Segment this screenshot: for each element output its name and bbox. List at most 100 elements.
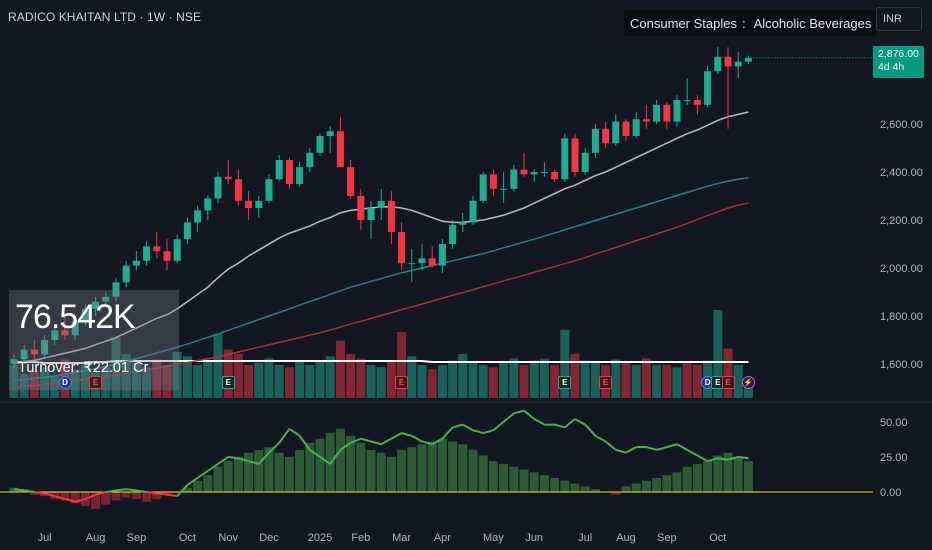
oscillator-line-segment [513, 409, 525, 415]
volume-bar [335, 340, 345, 398]
oscillator-bar [652, 477, 662, 492]
price-axis-label: 1,800.00 [880, 311, 923, 323]
oscillator-line-segment [492, 421, 505, 432]
candle-body [357, 196, 365, 220]
oscillator-bar [703, 461, 713, 492]
last-price-value: 2,876.00 [878, 48, 919, 60]
candle-body [265, 179, 273, 201]
volume-bar [509, 358, 519, 398]
candle-body [510, 169, 518, 189]
candle-body [173, 239, 181, 261]
earnings-marker[interactable]: E [599, 376, 613, 389]
candle-body [530, 172, 538, 175]
earnings-marker[interactable]: E [721, 376, 735, 389]
oscillator-line-segment [207, 463, 219, 472]
volume-bar [172, 351, 182, 398]
volume-bar [682, 361, 692, 398]
candle-body [418, 258, 426, 264]
volume-bar [397, 332, 407, 398]
oscillator-bar [743, 461, 753, 492]
volume-bar [244, 365, 254, 398]
volume-bar [40, 367, 50, 398]
oscillator-line-segment [44, 492, 56, 498]
price-axis-label: 2,600.00 [880, 119, 923, 131]
currency-button[interactable]: INR [876, 7, 922, 31]
oscillator-line-segment [197, 470, 209, 479]
volume-bar [121, 354, 131, 398]
sector-badge[interactable]: Consumer Staples : Alcoholic Beverages [624, 10, 878, 36]
oscillator-bar [590, 489, 600, 492]
candle-body [642, 119, 650, 122]
candle-body [693, 100, 701, 105]
volume-bar [19, 373, 29, 398]
volume-bar [29, 370, 39, 398]
earnings-green-marker[interactable]: E [558, 376, 572, 389]
candle-body [561, 138, 569, 180]
turnover-label: Turnover: ₹22.01 Cr [18, 360, 149, 376]
oscillator-bar [152, 491, 162, 499]
oscillator-line-segment [126, 488, 137, 492]
candle-body [30, 349, 38, 355]
oscillator-bar [366, 449, 376, 492]
oscillator-bar [713, 455, 723, 492]
time-axis-label: Apr [434, 532, 451, 544]
oscillator-bar [662, 475, 672, 492]
volume-bar [590, 362, 600, 398]
dividend-marker[interactable]: D [701, 376, 715, 389]
candle-body [377, 200, 385, 208]
oscillator-bar [162, 491, 172, 495]
candle-body [194, 210, 202, 223]
oscillator-bar [550, 477, 560, 492]
oscillator-bar [723, 452, 733, 492]
price-axis-label: 2,200.00 [880, 215, 923, 227]
oscillator-bar [672, 472, 682, 492]
oscillator-line-segment [238, 457, 249, 463]
time-axis-label: Feb [351, 532, 370, 544]
volume-bar [560, 329, 570, 398]
earnings-green-marker[interactable]: E [221, 376, 235, 389]
oscillator-bar [519, 469, 529, 492]
oscillator-bar [448, 441, 458, 492]
volume-bar [203, 360, 213, 398]
candle-body [408, 263, 416, 265]
volume-bar [182, 356, 192, 398]
volume-bar [325, 356, 335, 398]
earnings-marker[interactable]: E [395, 376, 409, 389]
oscillator-bar [305, 442, 315, 492]
candle-body [92, 301, 100, 309]
oscillator-bar [509, 466, 519, 492]
sector-label: Consumer Staples [630, 15, 737, 31]
candle-body [449, 224, 457, 244]
volume-bar [733, 365, 743, 398]
oscillator-line-segment [13, 488, 25, 492]
candle-body [398, 232, 406, 264]
oscillator-axis-label: 50.00 [880, 417, 908, 429]
split-marker[interactable]: ⚡ [741, 376, 755, 389]
oscillator-line-segment [176, 484, 189, 497]
oscillator-line-segment [401, 432, 413, 437]
oscillator-axis-label: 25.00 [880, 452, 908, 464]
volume-bar [580, 360, 590, 398]
oscillator-line-segment [431, 437, 443, 446]
oscillator-line-segment [217, 456, 229, 465]
oscillator-line-segment [156, 492, 168, 496]
oscillator-line-segment [105, 489, 117, 493]
candle-body [744, 57, 752, 62]
oscillator-bar [284, 456, 294, 492]
volume-bar [346, 354, 356, 398]
oscillator-bar [570, 483, 580, 492]
last-price-tag: 2,876.00 4d 4h [873, 46, 924, 78]
oscillator-line-segment [646, 446, 657, 451]
dividend-marker[interactable]: D [58, 376, 72, 389]
turnover-ma-line [14, 360, 749, 364]
volume-bar [488, 367, 498, 398]
time-axis-label: Jul [38, 532, 52, 544]
candle-body [653, 104, 661, 122]
candle-body [71, 320, 79, 336]
candle-body [163, 251, 171, 261]
volume-bar [631, 365, 641, 398]
earnings-marker[interactable]: E [89, 376, 103, 389]
oscillator-bar [468, 449, 478, 492]
oscillator-line-segment [707, 457, 719, 463]
